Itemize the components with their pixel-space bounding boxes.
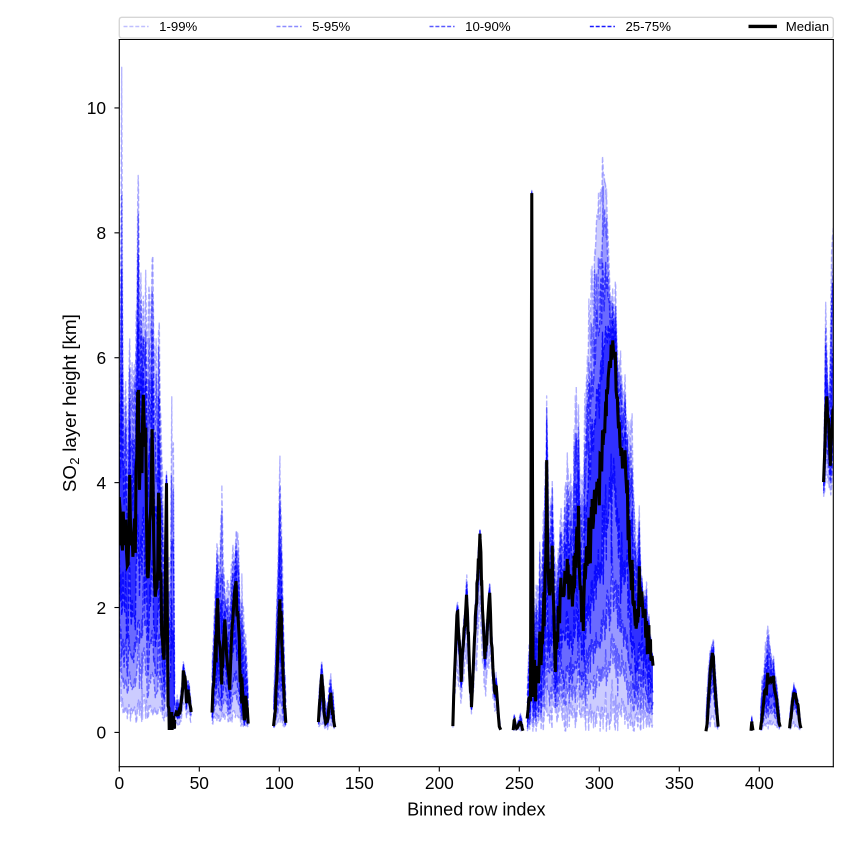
svg-text:10: 10 bbox=[87, 98, 106, 118]
svg-text:Median: Median bbox=[786, 19, 829, 34]
svg-text:10-90%: 10-90% bbox=[465, 19, 511, 34]
svg-text:25-75%: 25-75% bbox=[625, 19, 671, 34]
svg-text:0: 0 bbox=[114, 773, 124, 793]
svg-text:200: 200 bbox=[425, 773, 454, 793]
svg-text:6: 6 bbox=[96, 348, 106, 368]
svg-text:5-95%: 5-95% bbox=[312, 19, 350, 34]
svg-text:8: 8 bbox=[96, 223, 106, 243]
svg-text:400: 400 bbox=[745, 773, 774, 793]
svg-text:250: 250 bbox=[505, 773, 534, 793]
svg-text:S O l: S O l a y e r h e i g h t [ k m ] 2 bbox=[56, 309, 82, 492]
svg-text:0: 0 bbox=[96, 723, 106, 743]
svg-text:150: 150 bbox=[345, 773, 374, 793]
svg-text:50: 50 bbox=[190, 773, 209, 793]
svg-text:4: 4 bbox=[96, 473, 106, 493]
svg-text:350: 350 bbox=[665, 773, 694, 793]
svg-text:Binned row index: Binned row index bbox=[407, 799, 545, 819]
svg-text:300: 300 bbox=[585, 773, 614, 793]
svg-text:1-99%: 1-99% bbox=[159, 19, 197, 34]
svg-text:2: 2 bbox=[96, 598, 106, 618]
svg-text:100: 100 bbox=[265, 773, 294, 793]
